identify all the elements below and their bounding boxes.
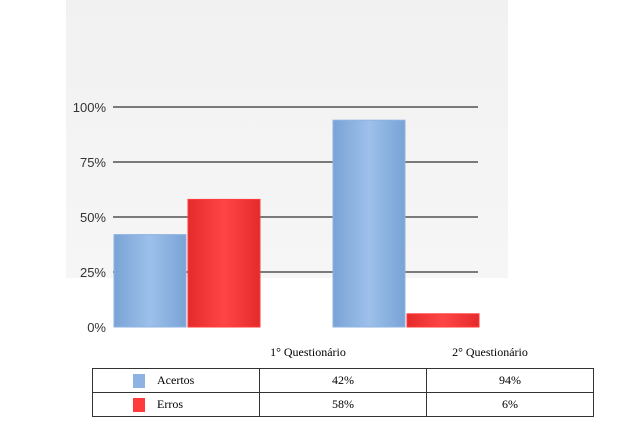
table-cell-acertos-q2: 94%	[426, 368, 594, 393]
legend-cell-acertos: Acertos	[92, 368, 260, 393]
category-label-1: 1° Questionário	[270, 345, 346, 359]
table-cell-erros-q2: 6%	[426, 392, 594, 417]
y-tick-label-0: 0%	[87, 320, 106, 335]
table-row-acertos: Acertos 42% 94%	[92, 368, 594, 393]
legend-swatch-erros	[133, 398, 145, 413]
bar-acertos-q1	[113, 234, 187, 328]
category-labels: 1° Questionário 2° Questionário	[270, 345, 528, 359]
y-tick-label-2: 50%	[80, 210, 106, 225]
y-tick-label-1: 25%	[80, 265, 106, 280]
legend-swatch-acertos	[133, 374, 145, 389]
bar-acertos-q2	[332, 119, 406, 328]
table-row-erros: Erros 58% 6%	[92, 392, 594, 417]
table-cell-acertos-q1: 42%	[259, 368, 427, 393]
bar-erros-q1	[187, 198, 261, 328]
y-tick-label-4: 100%	[73, 100, 107, 115]
category-label-2: 2° Questionário	[452, 345, 528, 359]
legend-cell-erros: Erros	[92, 392, 260, 417]
data-table: Acertos 42% 94% Erros 58% 6%	[92, 368, 594, 417]
y-tick-label-3: 75%	[80, 155, 106, 170]
bars	[113, 119, 480, 328]
plot-area-background	[66, 0, 508, 278]
bar-chart: 0% 25% 50% 75% 100% 1° Questionário 2° Questi…	[73, 100, 528, 359]
legend-label-erros: Erros	[157, 396, 183, 411]
bar-erros-q2	[406, 313, 480, 328]
y-axis-tick-labels: 0% 25% 50% 75% 100%	[73, 100, 107, 335]
legend-label-acertos: Acertos	[157, 372, 195, 387]
table-cell-erros-q1: 58%	[259, 392, 427, 417]
